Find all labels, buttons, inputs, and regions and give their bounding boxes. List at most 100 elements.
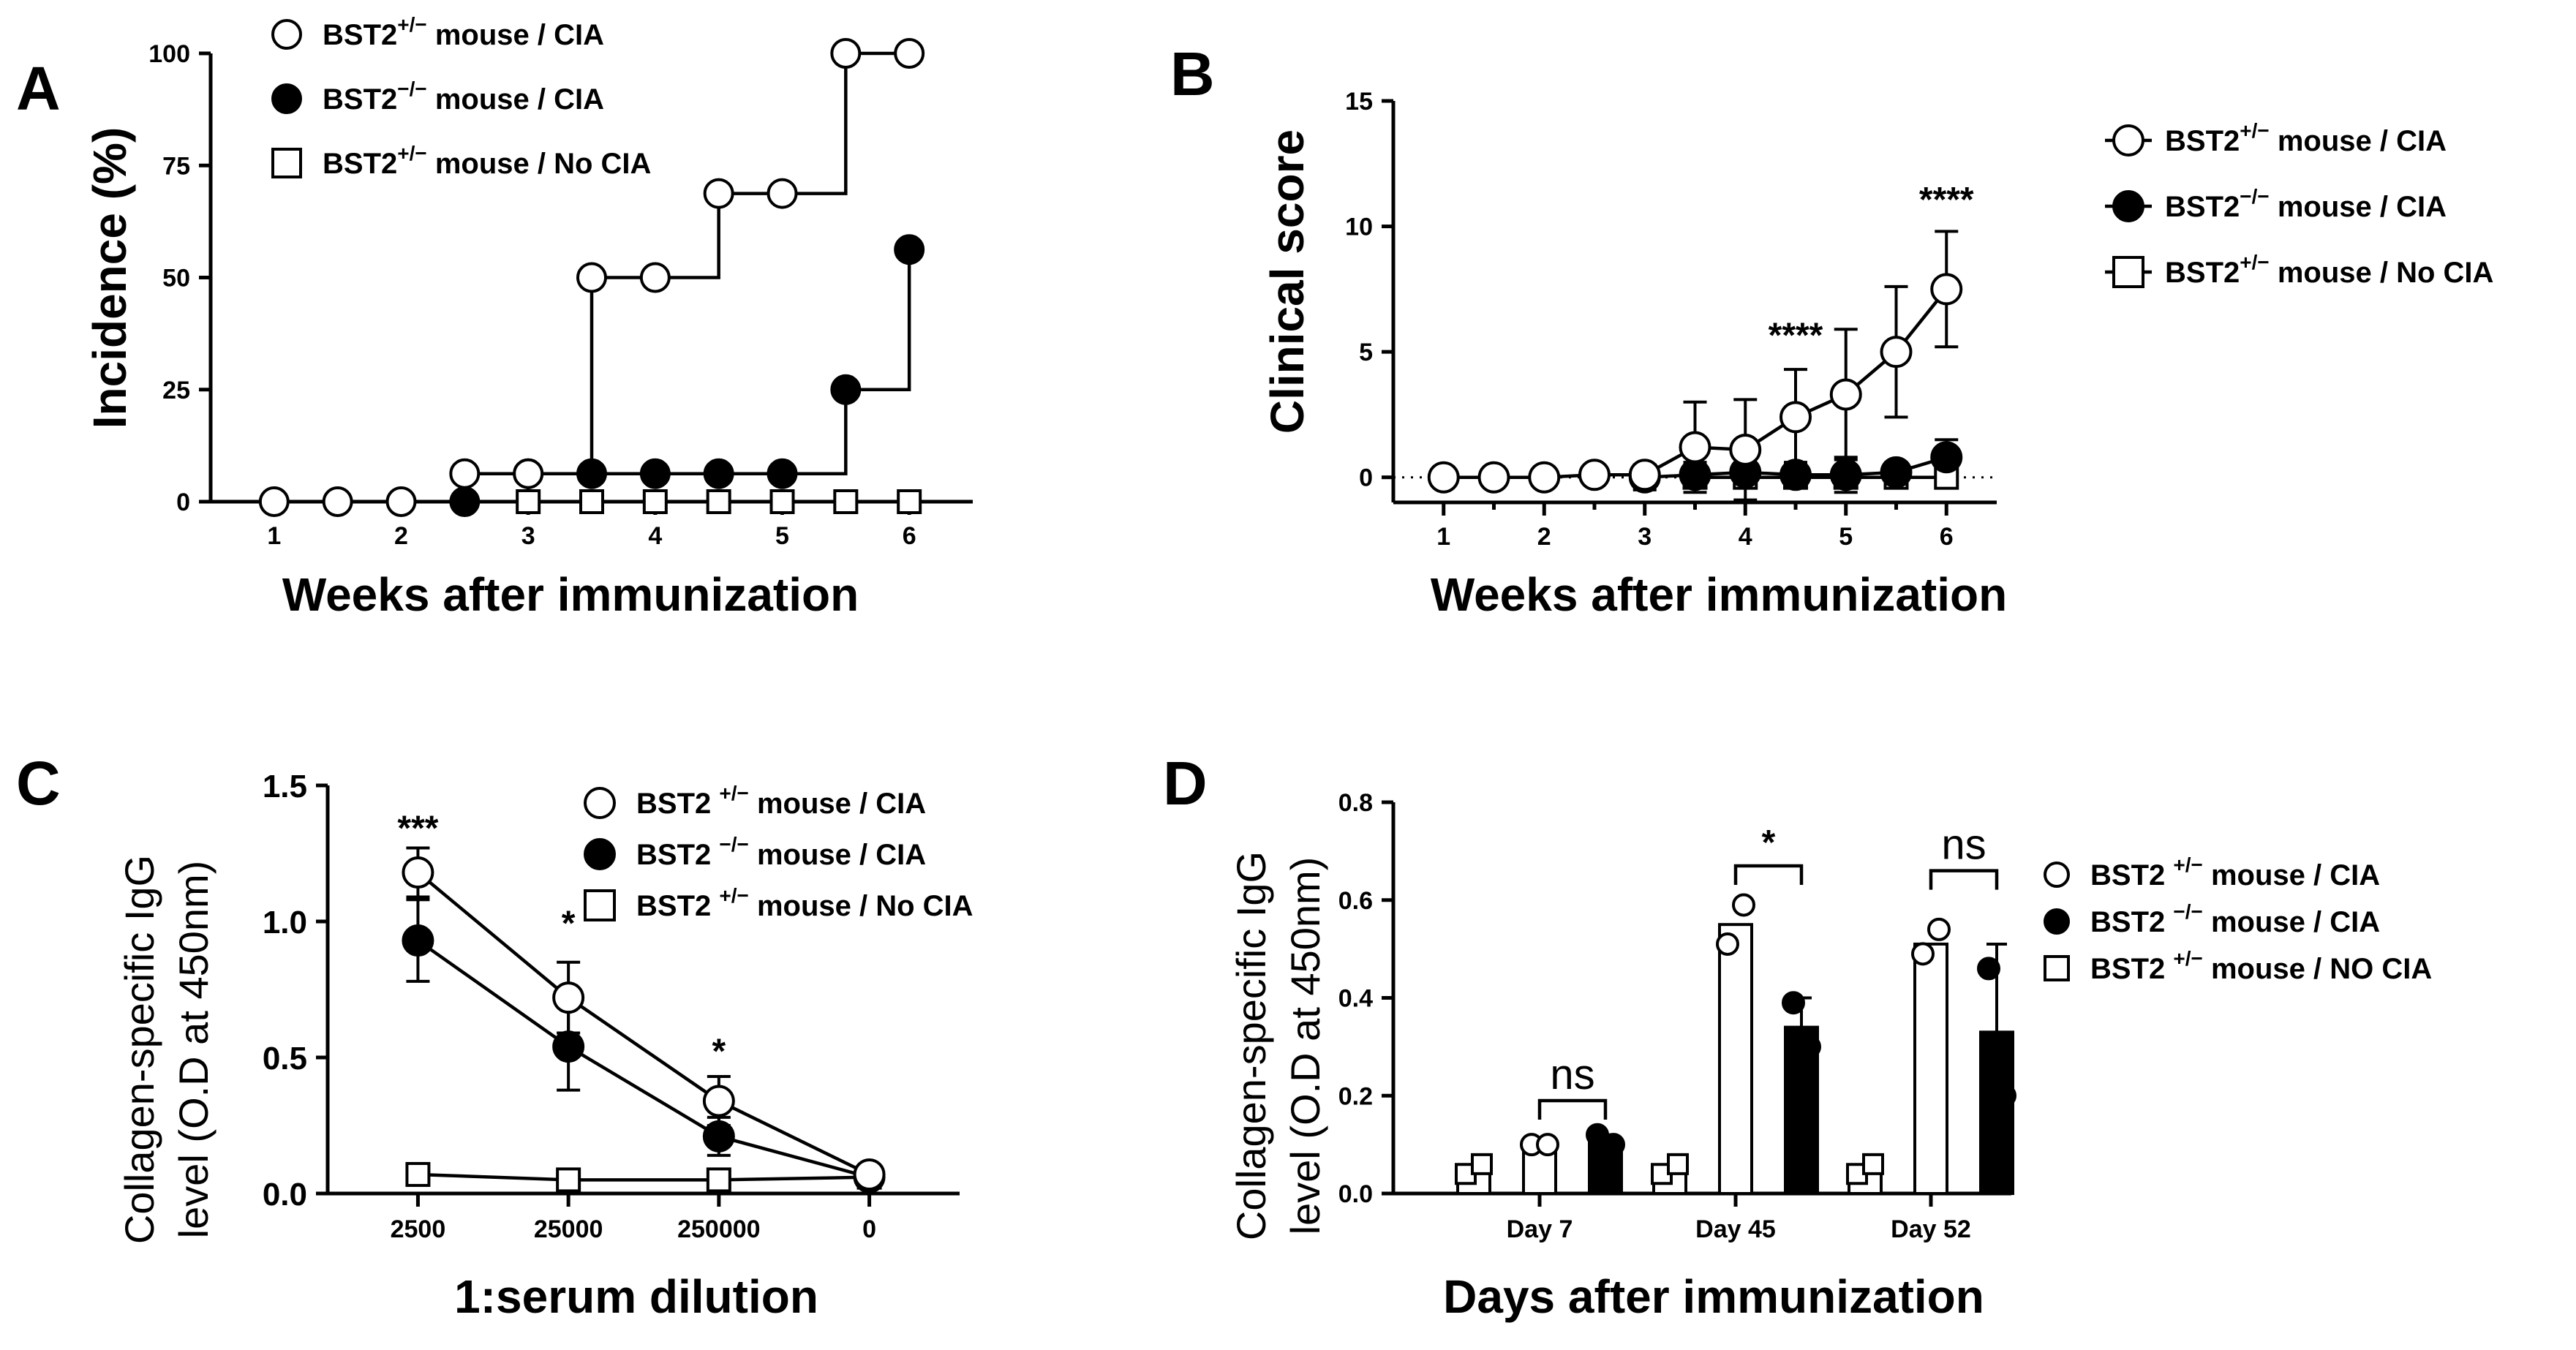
- x-tick-label: 4: [1739, 523, 1752, 551]
- legend-marker-1: [271, 83, 302, 114]
- x-tick-label: 2: [394, 522, 408, 550]
- legend-marker-2: [2044, 908, 2070, 935]
- y-tick-label: 0: [176, 489, 190, 516]
- x-tick-label: 6: [1940, 523, 1954, 551]
- legend-sup: −/−: [2240, 185, 2269, 208]
- legend-name: BST2: [636, 788, 719, 820]
- significance-mark: *: [562, 905, 576, 943]
- legend-label-2: BST2+/− mouse / No CIA: [2165, 251, 2493, 289]
- legend-name: BST2: [323, 83, 397, 116]
- x-tick-label: Day 7: [1507, 1215, 1573, 1243]
- panel-d: D Collagen-specific IgG level (O.D at 45…: [1163, 749, 2432, 1323]
- data-point: [703, 458, 734, 489]
- significance-mark: *: [1762, 823, 1776, 862]
- legend-suffix: mouse / CIA: [427, 83, 604, 116]
- x-tick-label: 1: [1436, 523, 1450, 551]
- significance-bracket: [1537, 1098, 1608, 1120]
- significance-mark: ns: [1550, 1051, 1594, 1098]
- legend-name: BST2: [636, 890, 719, 922]
- y-tick-label: 100: [148, 40, 190, 68]
- data-point: [702, 1120, 735, 1153]
- panel-b-letter: B: [1170, 39, 1215, 108]
- legend-suffix: mouse / CIA: [2270, 125, 2447, 157]
- data-point: [1927, 917, 1951, 941]
- panel-d-letter: D: [1163, 749, 1208, 818]
- y-tick-label: 0.8: [1338, 789, 1373, 817]
- panel-c-ylabel: Collagen-specific IgG: [116, 855, 162, 1244]
- panel-c-ylabel-2: level (O.D at 450nm): [170, 861, 216, 1239]
- data-point: [1602, 1133, 1625, 1157]
- y-tick-label: 50: [162, 265, 190, 293]
- data-point: [322, 486, 353, 517]
- legend-name: BST2: [2165, 191, 2240, 223]
- data-point: [1679, 431, 1711, 464]
- significance-bracket: [1733, 864, 1804, 885]
- data-point: [579, 489, 604, 514]
- y-tick-label: 1.0: [263, 905, 307, 940]
- panel-a-ylabel: Incidence (%): [83, 127, 136, 429]
- x-tick-label: 2: [1537, 523, 1551, 551]
- legend-marker-0: [2112, 124, 2144, 157]
- panel-c-xlabel: 1:serum dilution: [454, 1270, 818, 1323]
- panel-b: B Clinical score Weeks after immunizatio…: [1170, 39, 2493, 621]
- data-point: [1427, 461, 1460, 494]
- x-tick-label: 25000: [534, 1215, 603, 1243]
- data-point: [1667, 1153, 1689, 1175]
- data-point: [894, 38, 925, 69]
- significance-mark: ****: [1919, 181, 1974, 219]
- significance-mark: ***: [397, 809, 438, 848]
- panel-d-series: ns * ns: [1455, 821, 2016, 1195]
- data-point: [576, 262, 607, 293]
- y-tick-label: 0.0: [263, 1177, 307, 1213]
- panel-a: A Incidence (%) Weeks after immunization…: [16, 13, 973, 621]
- data-point: [1780, 401, 1812, 434]
- legend-label-0: BST2 +/− mouse / NO CIA: [2090, 947, 2432, 985]
- significance-bracket: [1929, 869, 1999, 890]
- bar-1-2: [1913, 942, 1948, 1195]
- data-point: [1536, 1133, 1559, 1157]
- legend-name: BST2: [2090, 906, 2173, 938]
- x-tick-label: Day 45: [1695, 1215, 1776, 1243]
- y-tick-label: 0.2: [1338, 1082, 1373, 1110]
- data-point: [1977, 957, 2000, 981]
- x-tick-label: 2500: [391, 1215, 446, 1243]
- data-point: [1716, 932, 1739, 956]
- legend-label-2: BST2+/− mouse / No CIA: [323, 142, 651, 180]
- data-point: [1729, 433, 1762, 466]
- data-point: [1993, 1084, 2016, 1108]
- x-tick-label: Day 52: [1891, 1215, 1971, 1243]
- y-tick-label: 10: [1345, 214, 1373, 241]
- data-point: [767, 178, 798, 209]
- bar-2-2: [1979, 1030, 2014, 1195]
- data-point: [1578, 459, 1611, 491]
- significance-mark: ****: [1769, 316, 1823, 355]
- legend-label-0: BST2+/− mouse / CIA: [323, 13, 604, 51]
- legend-name: BST2: [2090, 859, 2173, 891]
- panel-c-axes: 0.0 0.5 1.0 1.5 2500 25000 250000 0: [263, 769, 960, 1243]
- data-point: [552, 981, 585, 1014]
- data-point: [1911, 942, 1935, 966]
- y-tick-label: 75: [162, 152, 190, 180]
- legend-sup: +/−: [719, 782, 748, 804]
- data-point: [1780, 459, 1812, 491]
- legend-label-2: BST2 +/− mouse / No CIA: [636, 884, 973, 922]
- data-point: [1782, 991, 1805, 1015]
- data-point: [1880, 456, 1913, 489]
- panel-a-xlabel: Weeks after immunization: [282, 568, 859, 621]
- data-point: [830, 38, 862, 69]
- legend-marker-1: [2044, 861, 2070, 888]
- data-point: [1628, 459, 1661, 491]
- legend-marker-2: [271, 148, 302, 178]
- data-point: [1471, 1153, 1493, 1175]
- legend-label-0: BST2+/− mouse / CIA: [2165, 119, 2447, 157]
- x-tick-label: 5: [1839, 523, 1853, 551]
- panel-b-axes: 0 5 10 15 1 2 3 4 5 6: [1345, 88, 1997, 551]
- data-point: [258, 486, 290, 517]
- data-point: [1930, 273, 1963, 306]
- legend-name: BST2: [2165, 125, 2240, 157]
- data-point: [385, 486, 417, 517]
- data-point: [767, 458, 798, 489]
